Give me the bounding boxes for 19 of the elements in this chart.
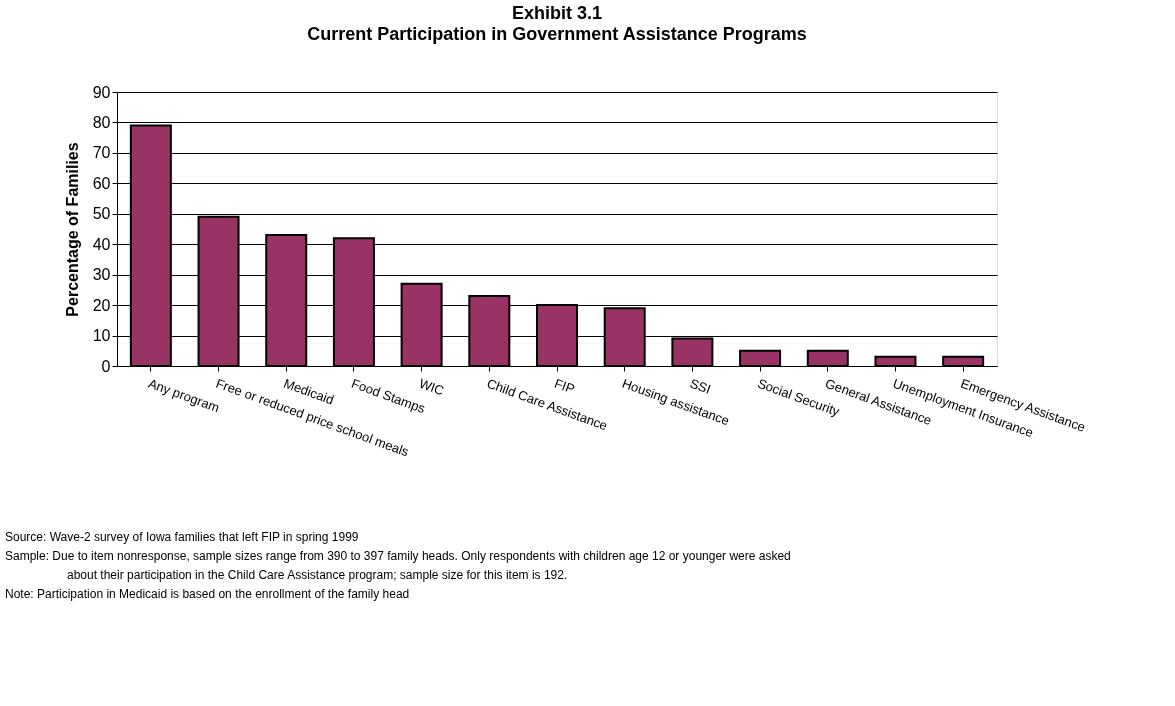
y-tick-label: 60: [92, 174, 111, 192]
y-tick-label: 0: [101, 357, 111, 375]
text: Note: Participation in Medicaid is based on the enrollment of the family head: [5, 587, 410, 601]
y-tick-label: 40: [92, 235, 111, 253]
x-tick-label: SSI: [687, 375, 713, 397]
y-tick-label: 10: [92, 327, 111, 345]
y-tick-label: 30: [92, 266, 111, 284]
chart-title: Exhibit 3.1: [511, 3, 603, 23]
chart-subtitle: Current Participation in Government Assistance Programs: [307, 24, 807, 44]
y-tick-label: 50: [92, 205, 111, 223]
x-tick-label: FIP: [552, 375, 577, 397]
source-note: Source: Wave-2 survey of Iowa families that left FIP in spring 1999: [5, 530, 359, 544]
y-tick-label: 90: [92, 83, 111, 101]
y-tick-label: 80: [92, 113, 111, 131]
text: about their participation in the Child Care Assistance program; sample size for this item is 192.: [67, 568, 568, 582]
y-axis-title: Percentage of Families: [63, 142, 81, 317]
text: Sample: Due to item nonresponse, sample sizes range from 390 to 397 family heads. Only respondents with children age 12 or younger were asked: [5, 549, 791, 563]
y-tick-label: 20: [92, 296, 111, 314]
y-tick-label: 70: [92, 144, 111, 162]
